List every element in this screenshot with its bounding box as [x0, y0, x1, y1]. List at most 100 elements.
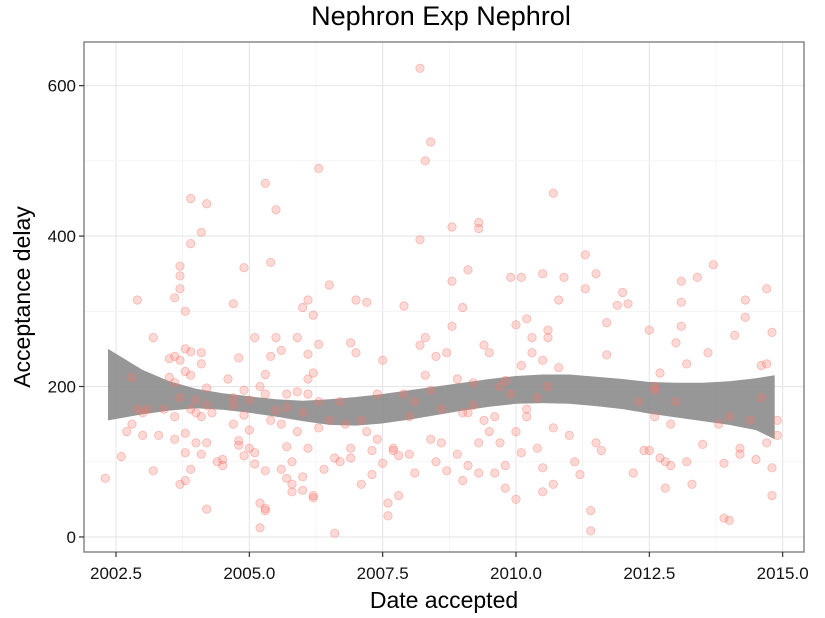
data-point — [650, 381, 660, 392]
data-point — [682, 457, 692, 467]
data-point — [698, 439, 708, 449]
data-point — [495, 381, 505, 392]
data-point — [772, 430, 782, 440]
data-point — [442, 466, 452, 476]
data-point — [175, 479, 185, 489]
data-point — [527, 332, 537, 343]
data-point — [612, 300, 622, 310]
data-point — [191, 395, 201, 405]
plot-background — [84, 42, 804, 552]
data-point — [463, 460, 473, 471]
data-point — [122, 426, 132, 437]
data-point — [410, 468, 420, 478]
data-point — [260, 389, 270, 399]
data-point — [351, 348, 361, 358]
data-point — [740, 312, 750, 322]
data-point — [500, 483, 510, 493]
data-point — [186, 370, 196, 380]
data-point — [164, 372, 174, 383]
data-point — [762, 438, 772, 448]
x-tick-label: 2012.5 — [623, 564, 675, 583]
data-point — [212, 457, 222, 467]
data-point — [356, 415, 366, 425]
y-axis-label: Acceptance delay — [9, 206, 35, 388]
data-point — [687, 479, 697, 489]
data-point — [372, 434, 382, 444]
data-point — [196, 449, 206, 459]
data-point — [740, 295, 750, 305]
data-point — [116, 451, 126, 462]
data-point — [628, 468, 638, 478]
data-point — [772, 415, 782, 425]
data-point — [287, 457, 297, 467]
data-point — [719, 513, 729, 523]
x-tick-label: 2010.0 — [490, 564, 542, 583]
data-point — [266, 257, 276, 267]
data-point — [340, 419, 350, 429]
data-point — [170, 411, 180, 422]
data-point — [180, 475, 190, 486]
data-point — [282, 473, 292, 483]
data-point — [132, 295, 142, 305]
data-point — [404, 411, 414, 422]
data-point — [298, 485, 308, 495]
data-point — [516, 448, 526, 458]
data-point — [228, 299, 238, 309]
data-point — [218, 460, 228, 471]
data-point — [671, 396, 681, 407]
data-point — [175, 284, 185, 294]
data-point — [666, 460, 676, 471]
data-point — [175, 355, 185, 365]
data-point — [367, 445, 377, 456]
data-point — [655, 368, 665, 378]
data-point — [298, 408, 308, 418]
data-point — [196, 227, 206, 237]
data-point — [175, 261, 185, 271]
data-point — [426, 385, 436, 395]
data-point — [484, 426, 494, 437]
data-point — [452, 449, 462, 459]
data-point — [287, 479, 297, 489]
data-point — [634, 396, 644, 407]
data-point — [468, 378, 478, 388]
data-point — [735, 443, 745, 453]
data-point — [388, 443, 398, 453]
data-point — [756, 393, 766, 403]
data-point — [735, 449, 745, 459]
data-point — [458, 408, 468, 418]
data-point — [415, 235, 425, 245]
data-point — [255, 381, 265, 392]
data-point — [767, 463, 777, 473]
data-point — [223, 374, 233, 384]
data-point — [239, 263, 249, 273]
data-point — [282, 389, 292, 399]
y-tick-label: 400 — [48, 227, 76, 246]
data-point — [383, 511, 393, 521]
data-point — [100, 473, 110, 483]
data-point — [682, 359, 692, 369]
data-point — [511, 494, 521, 504]
data-point — [644, 325, 654, 335]
x-axis-label: Date accepted — [370, 587, 518, 613]
data-point — [303, 443, 313, 453]
data-point — [378, 355, 388, 365]
data-point — [170, 434, 180, 444]
data-point — [511, 426, 521, 437]
y-axis: 0 200 400 600 — [48, 77, 84, 547]
data-point — [655, 453, 665, 463]
data-point — [623, 299, 633, 309]
data-point — [180, 344, 190, 354]
data-point — [132, 404, 142, 414]
data-point — [324, 280, 334, 290]
data-point — [180, 366, 190, 377]
data-point — [266, 351, 276, 361]
data-point — [239, 385, 249, 395]
data-point — [522, 314, 532, 324]
data-point — [186, 347, 196, 357]
data-point — [751, 454, 761, 465]
data-point — [266, 415, 276, 425]
smooth-band — [108, 348, 775, 440]
data-point — [202, 504, 212, 514]
data-point — [292, 426, 302, 437]
data-point — [234, 440, 244, 450]
